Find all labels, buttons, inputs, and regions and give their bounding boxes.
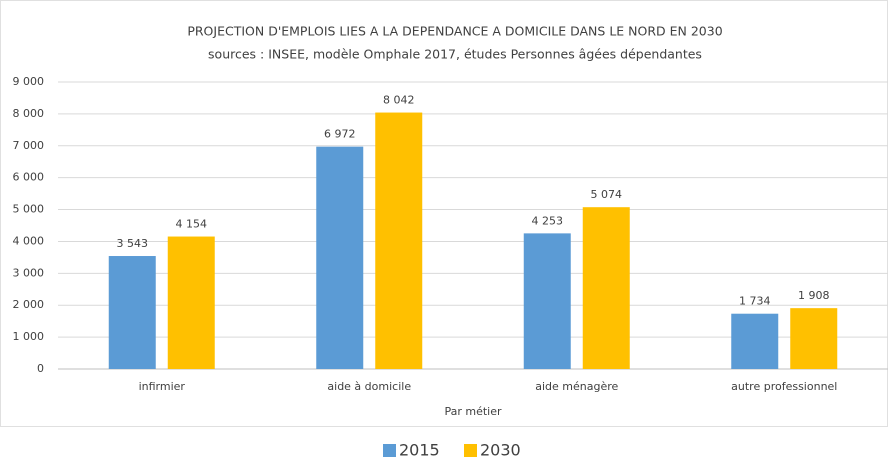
legend-swatch (464, 444, 477, 457)
bar (523, 233, 571, 369)
y-tick-label: 2 000 (13, 298, 45, 311)
y-tick-label: 4 000 (13, 234, 45, 247)
y-tick-label: 5 000 (13, 203, 45, 216)
y-tick-label: 7 000 (13, 139, 45, 152)
y-tick-label: 0 (37, 362, 44, 375)
value-label: 5 074 (591, 188, 623, 201)
value-label: 6 972 (324, 128, 356, 141)
chart-frame (0, 0, 888, 427)
value-label: 4 154 (176, 218, 208, 231)
legend-swatch (383, 444, 396, 457)
x-tick-label: aide ménagère (535, 380, 618, 393)
bar (108, 256, 156, 369)
legend-label: 2015 (399, 441, 440, 459)
value-label: 3 543 (117, 237, 149, 250)
bar (790, 308, 838, 369)
chart-title: PROJECTION D'EMPLOIS LIES A LA DEPENDANC… (187, 24, 722, 39)
y-tick-label: 8 000 (13, 107, 45, 120)
bar (731, 313, 779, 369)
bar (167, 236, 215, 369)
bar (316, 146, 364, 369)
bar (375, 112, 423, 369)
value-label: 1 734 (739, 295, 771, 308)
chart-subtitle: sources : INSEE, modèle Omphale 2017, ét… (208, 47, 702, 62)
legend-label: 2030 (480, 441, 521, 459)
value-label: 4 253 (532, 214, 564, 227)
bar (582, 207, 630, 369)
x-tick-label: autre professionnel (731, 380, 837, 393)
value-label: 8 042 (383, 94, 415, 107)
x-axis-label: Par métier (444, 405, 502, 418)
y-tick-label: 1 000 (13, 330, 45, 343)
value-label: 1 908 (798, 289, 830, 302)
x-tick-label: infirmier (139, 380, 186, 393)
x-tick-label: aide à domicile (327, 380, 411, 393)
y-tick-label: 6 000 (13, 171, 45, 184)
y-tick-label: 3 000 (13, 266, 45, 279)
y-tick-label: 9 000 (13, 75, 45, 88)
